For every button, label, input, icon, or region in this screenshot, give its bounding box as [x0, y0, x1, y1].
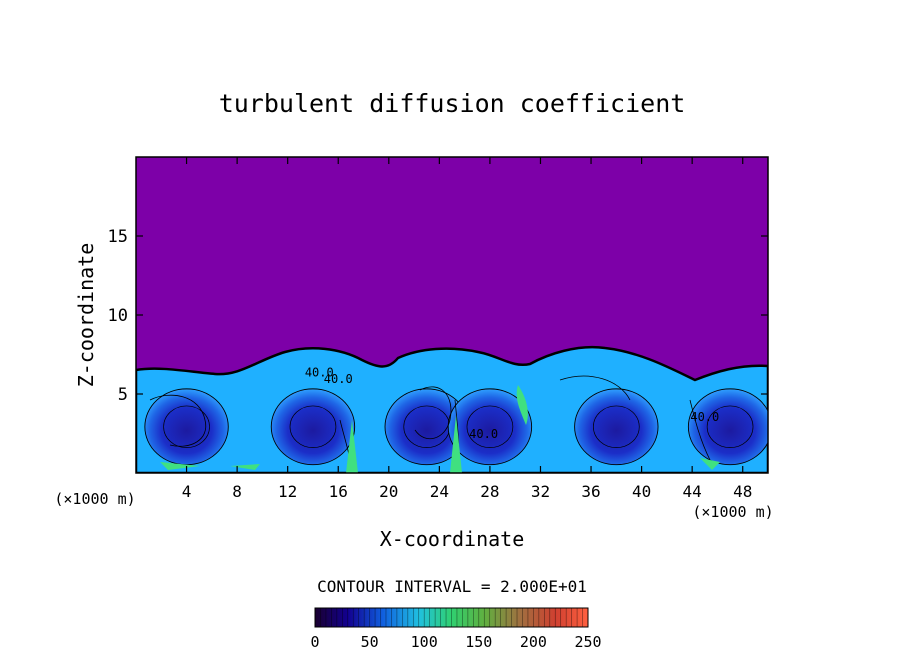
convective-cells [144, 388, 768, 466]
colorbar-tick-label: 100 [411, 633, 438, 651]
x-tick-label: 48 [733, 482, 752, 501]
convective-cell [687, 388, 768, 466]
x-tick-label: 12 [278, 482, 297, 501]
convective-cell [447, 388, 533, 466]
contour-interval-text: CONTOUR INTERVAL = 2.000E+01 [317, 577, 587, 596]
x-axis-ticks: 4 8 12 16 20 24 28 32 36 40 44 48 [182, 157, 752, 501]
x-axis-label: X-coordinate [380, 527, 525, 551]
x-tick-label: 4 [182, 482, 192, 501]
x-axis-unit: (×1000 m) [692, 503, 773, 521]
y-tick-label: 10 [108, 306, 128, 326]
convective-cell [144, 388, 229, 466]
contour-label: 40.0 [305, 366, 334, 380]
colorbar-tick-label: 150 [465, 633, 492, 651]
contour-label: 40.0 [324, 372, 353, 386]
contour-label: 40.0 [469, 427, 498, 441]
contour-label: 40.0 [690, 410, 719, 424]
colorbar-tick-label: 50 [361, 633, 379, 651]
colorbar-tick-labels: 0 50 100 150 200 250 [310, 633, 601, 651]
cell-inner-contour [593, 405, 640, 448]
y-tick-label: 5 [118, 385, 128, 405]
x-tick-label: 16 [329, 482, 348, 501]
y-axis-ticks: 5 10 15 [108, 227, 768, 405]
y-axis-unit: (×1000 m) [54, 490, 135, 508]
colorbar-tick-label: 250 [574, 633, 601, 651]
x-tick-label: 28 [480, 482, 499, 501]
contour-labels: 40.040.040.040.0 [305, 366, 719, 442]
x-tick-label: 20 [379, 482, 398, 501]
cell-inner-contour [163, 405, 210, 448]
chart-title: turbulent diffusion coefficient [219, 89, 686, 118]
boundary-layer [136, 345, 768, 473]
x-tick-label: 24 [430, 482, 449, 501]
plot-area: 40.040.040.040.0 [135, 156, 769, 474]
colorbar-tick-label: 0 [310, 633, 319, 651]
cell-inner-contour [289, 405, 337, 448]
x-tick-label: 36 [581, 482, 600, 501]
colorbar-stripes [320, 608, 583, 627]
x-tick-label: 8 [232, 482, 242, 501]
x-tick-label: 44 [683, 482, 702, 501]
x-tick-label: 40 [632, 482, 651, 501]
cell-inner-contour [466, 405, 514, 448]
colorbar: 0 50 100 150 200 250 [310, 607, 602, 651]
colorbar-tick-label: 200 [520, 633, 547, 651]
cell-inner-contour [706, 405, 754, 448]
y-tick-label: 15 [108, 227, 128, 247]
x-tick-label: 32 [531, 482, 550, 501]
surface-hotspots [160, 385, 720, 473]
y-axis-label: Z-coordinate [74, 243, 98, 388]
convective-cell [574, 388, 659, 466]
convective-cell [270, 388, 356, 466]
